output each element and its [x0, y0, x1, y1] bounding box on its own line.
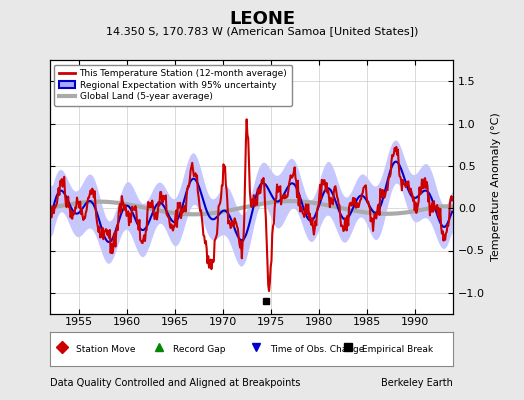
Text: 1985: 1985	[353, 317, 381, 327]
Text: 1990: 1990	[401, 317, 429, 327]
Text: Record Gap: Record Gap	[173, 344, 225, 354]
Text: Station Move: Station Move	[76, 344, 136, 354]
Text: 1970: 1970	[209, 317, 237, 327]
Text: LEONE: LEONE	[229, 10, 295, 28]
Text: Data Quality Controlled and Aligned at Breakpoints: Data Quality Controlled and Aligned at B…	[50, 378, 300, 388]
Text: Empirical Break: Empirical Break	[363, 344, 433, 354]
Text: 1980: 1980	[304, 317, 333, 327]
Text: Berkeley Earth: Berkeley Earth	[381, 378, 453, 388]
Text: Time of Obs. Change: Time of Obs. Change	[270, 344, 364, 354]
Text: 1965: 1965	[160, 317, 189, 327]
Text: 1975: 1975	[257, 317, 285, 327]
Text: 1960: 1960	[113, 317, 141, 327]
Text: 14.350 S, 170.783 W (American Samoa [United States]): 14.350 S, 170.783 W (American Samoa [Uni…	[106, 26, 418, 36]
Y-axis label: Temperature Anomaly (°C): Temperature Anomaly (°C)	[490, 113, 500, 261]
Legend: This Temperature Station (12-month average), Regional Expectation with 95% uncer: This Temperature Station (12-month avera…	[54, 64, 292, 106]
Text: 1955: 1955	[64, 317, 93, 327]
